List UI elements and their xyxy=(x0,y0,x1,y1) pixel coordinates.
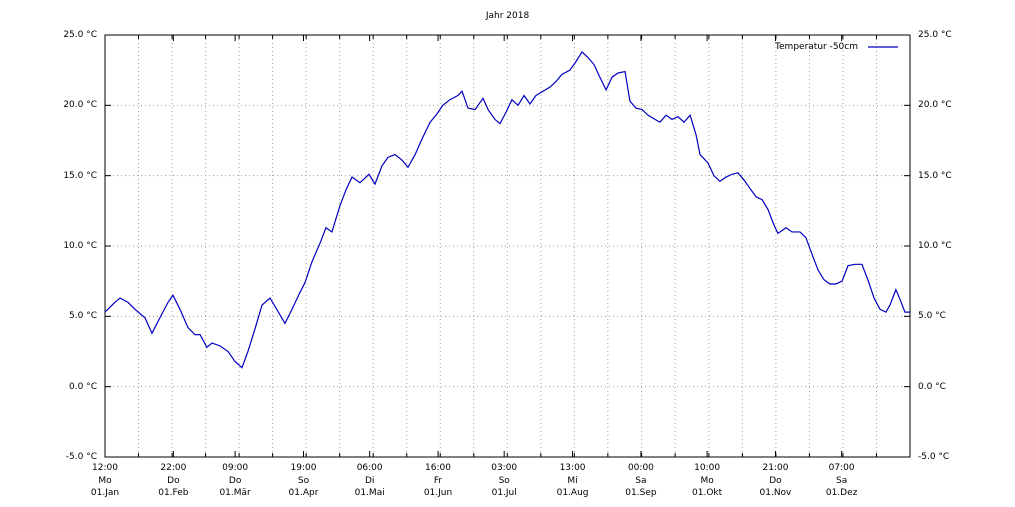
y-tick-label: 0.0 °C xyxy=(69,381,97,392)
x-tick-label: 07:00 Sa 01.Dez xyxy=(825,463,858,498)
legend-label: Temperatur -50cm xyxy=(775,42,858,52)
y-tick-label: 25.0 °C xyxy=(63,30,97,40)
y-tick-label: 5.0 °C xyxy=(69,311,97,322)
y-tick-label: 20.0 °C xyxy=(63,100,97,111)
plot-border xyxy=(104,34,911,458)
y2-tick-label: 15.0 °C xyxy=(918,170,952,181)
x-tick-label: 22:00 Do 01.Feb xyxy=(158,463,189,498)
y2-tick-label: -5.0 °C xyxy=(918,452,950,462)
data-line xyxy=(104,50,910,369)
x-tick-label: 13:00 Mi 01.Aug xyxy=(556,463,589,498)
y2-tick-label: 0.0 °C xyxy=(918,381,946,392)
y2-tick-label: 5.0 °C xyxy=(918,311,946,322)
x-tick-label: 19:00 So 01.Apr xyxy=(288,463,319,498)
x-tick-label: 00:00 Sa 01.Sep xyxy=(625,463,657,498)
x-tick-label: 16:00 Fr 01.Jun xyxy=(423,463,453,498)
x-tick-label: 06:00 Di 01.Mai xyxy=(354,463,385,498)
x-tick-label: 09:00 Do 01.Mär xyxy=(219,463,251,498)
x-tick-label: 03:00 So 01.Jul xyxy=(491,463,518,498)
y2-tick-label: 20.0 °C xyxy=(918,100,952,111)
x-tick-label: 12:00 Mo 01.Jan xyxy=(90,463,120,498)
y2-tick-label: 25.0 °C xyxy=(918,30,952,40)
x-tick-label: 21:00 Do 01.Nov xyxy=(759,463,792,498)
chart-title: Jahr 2018 xyxy=(485,11,530,21)
y2-tick-label: 10.0 °C xyxy=(918,241,952,251)
y-tick-label: 15.0 °C xyxy=(63,170,97,181)
x-tick-label: 10:00 Mo 01.Okt xyxy=(692,463,723,498)
y-tick-label: -5.0 °C xyxy=(65,452,97,462)
y-tick-label: 10.0 °C xyxy=(63,241,97,251)
